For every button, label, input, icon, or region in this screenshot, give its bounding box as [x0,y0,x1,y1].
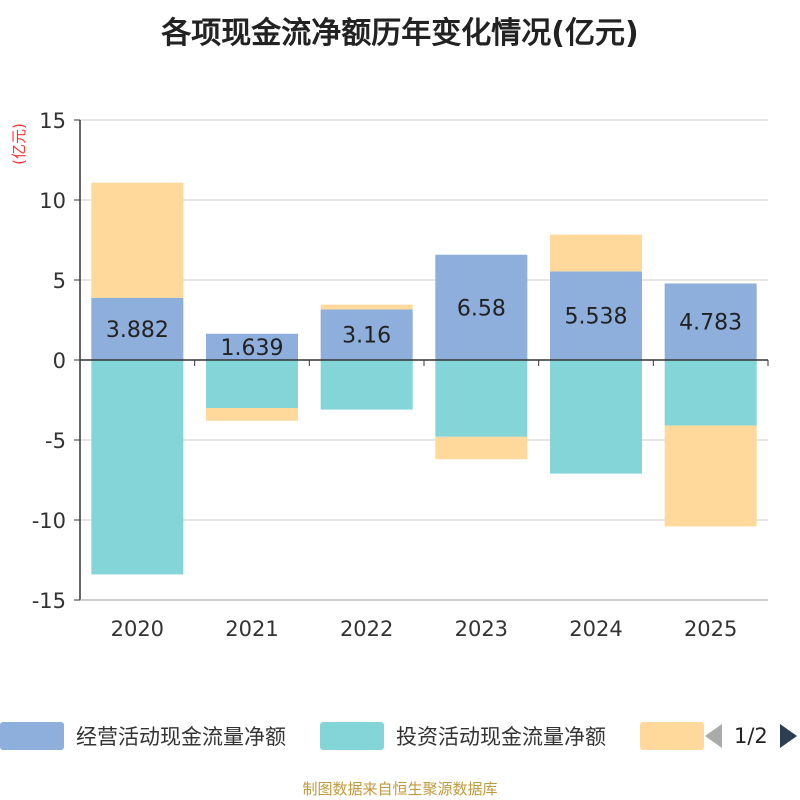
x-tick-label: 2021 [225,617,278,641]
data-label-2021: 1.639 [221,336,284,361]
legend-label-investing: 投资活动现金流量净额 [396,725,606,749]
bar-financing-2025 [664,425,757,527]
legend-item-operating[interactable]: 经营活动现金流量净额 [0,716,286,756]
x-tick-label: 2024 [569,617,622,641]
data-label-2025: 4.783 [679,311,742,336]
legend-page-indicator: 1/2 [734,724,768,748]
legend-prev-arrow-icon[interactable] [705,724,722,748]
y-tick-label: -15 [32,589,66,613]
bar-operating-2025 [664,283,757,360]
bar-financing-2022 [320,304,413,310]
y-tick-label: 5 [53,269,66,293]
bar-investing-2025 [664,360,757,426]
legend-label-operating: 经营活动现金流量净额 [76,725,286,749]
bar-investing-2020 [91,360,184,575]
bar-investing-2021 [206,360,298,408]
x-tick-label: 2020 [111,617,164,641]
y-tick-label: 0 [53,349,66,373]
y-tick-label: -5 [45,429,66,453]
bar-operating-2021 [206,333,298,360]
legend-next-arrow-icon[interactable] [779,724,797,748]
chart-plot: 15 10 5 0 -5 -10 -15 (亿元) 3.882 1.639 3.16 6.58 5.53… [10,109,769,641]
y-tick-label: 10 [39,189,66,213]
data-label-2024: 5.538 [565,305,628,330]
y-tick-label: 15 [39,109,66,133]
bar-operating-2024 [550,271,642,360]
bar-financing-2024 [550,234,642,272]
bar-operating-2022 [320,309,413,360]
x-tick-label: 2023 [455,617,508,641]
x-tick-label: 2022 [340,617,393,641]
legend-item-investing[interactable]: 投资活动现金流量净额 [320,716,606,756]
data-source-note: 制图数据来自恒生聚源数据库 [302,780,498,798]
bar-financing-2020 [91,182,184,298]
x-tick-label: 2025 [684,617,737,641]
bar-operating-2023 [435,254,528,360]
data-label-2023: 6.58 [457,296,506,321]
y-axis-title: (亿元) [10,123,28,165]
legend: 经营活动现金流量净额 投资活动现金流量净额 1/2 [0,716,800,756]
legend-swatch-operating [0,722,64,750]
bar-financing-2023 [435,436,528,460]
bar-investing-2022 [320,360,413,410]
chart-title: 各项现金流净额历年变化情况(亿元) [161,16,639,51]
legend-item-financing[interactable] [640,716,716,756]
bar-operating-2020 [91,297,184,360]
data-label-2020: 3.882 [106,318,169,343]
legend-pager: 1/2 [705,716,797,756]
legend-swatch-financing [640,722,704,750]
bar-investing-2023 [435,360,528,437]
y-tick-label: -10 [32,509,66,533]
data-label-2022: 3.16 [342,324,391,349]
bar-investing-2024 [550,360,642,474]
legend-swatch-investing [320,722,384,750]
bar-financing-2021 [206,408,298,421]
